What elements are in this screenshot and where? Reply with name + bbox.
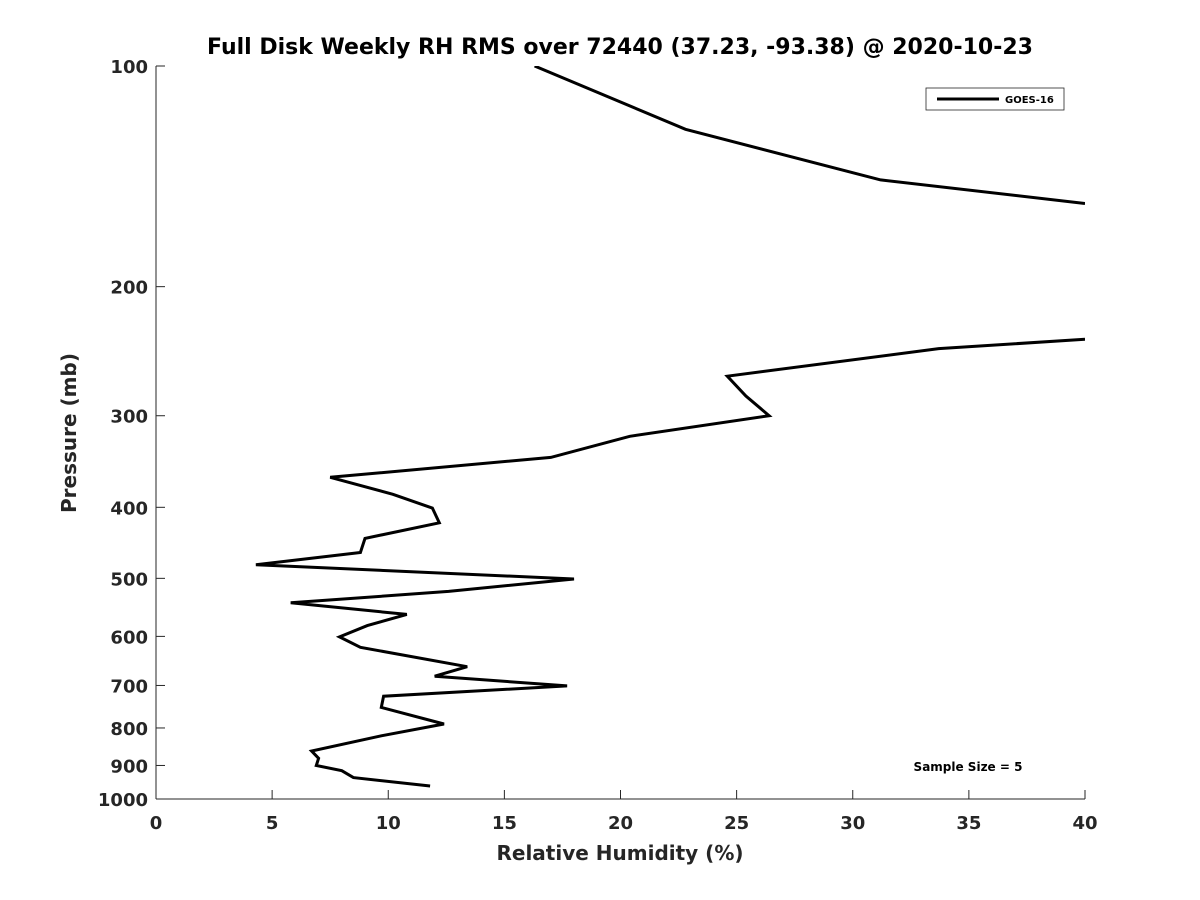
plot-area	[255, 66, 1085, 788]
y-tick-label: 700	[110, 676, 148, 697]
y-axis-ticks: 100 200 300 400 500 600 700 800 900 1000	[98, 57, 165, 811]
y-tick-label: 600	[110, 627, 148, 648]
x-tick-label: 5	[266, 813, 279, 834]
x-tick-label: 25	[724, 813, 749, 834]
x-tick-label: 15	[492, 813, 517, 834]
x-tick-label: 0	[150, 813, 163, 834]
x-tick-label: 20	[608, 813, 633, 834]
y-tick-label: 400	[110, 498, 148, 519]
y-tick-label: 100	[110, 57, 148, 78]
x-tick-label: 30	[840, 813, 865, 834]
series-layer	[255, 66, 1085, 788]
y-tick-label: 800	[110, 719, 148, 740]
y-tick-label: 300	[110, 407, 148, 428]
chart-title: Full Disk Weekly RH RMS over 72440 (37.2…	[207, 35, 1033, 60]
y-tick-label: 500	[110, 569, 148, 590]
y-tick-label: 1000	[98, 790, 148, 811]
series-line-goes16	[255, 337, 1085, 788]
x-axis-ticks: 0 5 10 15 20 25 30 35 40	[150, 790, 1098, 834]
series-line-goes16	[534, 66, 1085, 205]
sample-size-annotation: Sample Size = 5	[914, 760, 1023, 774]
y-tick-label: 200	[110, 278, 148, 299]
x-axis-label: Relative Humidity (%)	[496, 841, 743, 865]
x-tick-label: 10	[376, 813, 401, 834]
y-axis-label: Pressure (mb)	[57, 353, 81, 513]
legend-label-goes16: GOES-16	[1005, 95, 1054, 106]
legend: GOES-16	[925, 87, 1065, 111]
x-tick-label: 40	[1072, 813, 1097, 834]
x-tick-label: 35	[956, 813, 981, 834]
y-tick-label: 900	[110, 756, 148, 777]
